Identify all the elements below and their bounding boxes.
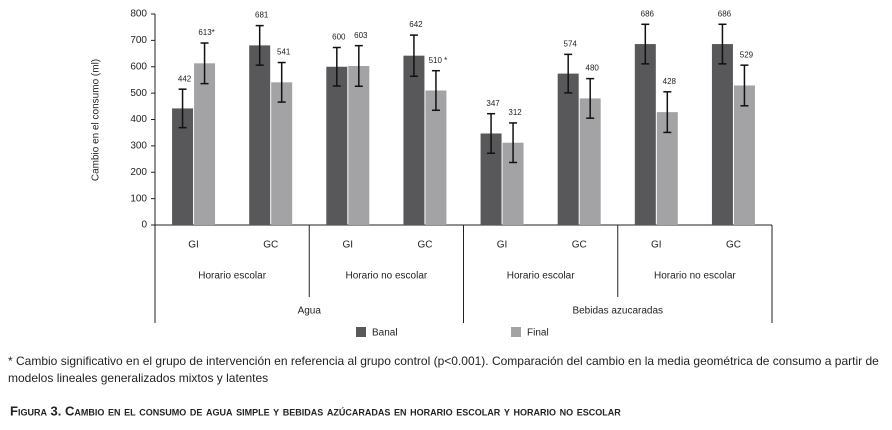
data-label: 603 bbox=[354, 31, 368, 40]
y-tick-label: 100 bbox=[130, 193, 147, 204]
data-label: 541 bbox=[277, 48, 291, 57]
bar bbox=[172, 108, 194, 225]
error-bar bbox=[663, 91, 672, 134]
y-tick-label: 0 bbox=[141, 220, 147, 231]
bar bbox=[579, 98, 601, 225]
y-tick-label: 400 bbox=[130, 114, 147, 125]
y-tick-label: 300 bbox=[130, 141, 147, 152]
x-tick-label: GI bbox=[188, 240, 199, 251]
x-group-label: Horario escolar bbox=[198, 271, 266, 282]
x-tick-label: GI bbox=[497, 240, 508, 251]
x-tick-label: GC bbox=[263, 240, 278, 251]
error-bar bbox=[178, 88, 187, 129]
error-bar bbox=[332, 46, 341, 87]
legend-swatch bbox=[511, 327, 521, 337]
bar bbox=[403, 55, 425, 225]
data-label: 510 * bbox=[429, 56, 448, 65]
bar bbox=[711, 44, 733, 225]
data-label: 312 bbox=[508, 108, 522, 117]
y-tick-label: 500 bbox=[130, 88, 147, 99]
data-label: 480 bbox=[586, 64, 600, 73]
y-axis-title: Cambio en el consumo (ml) bbox=[91, 59, 102, 181]
data-label: 428 bbox=[663, 77, 677, 86]
bar bbox=[271, 82, 293, 225]
error-bar bbox=[200, 42, 209, 85]
data-label: 686 bbox=[718, 9, 732, 18]
error-bar bbox=[718, 23, 727, 65]
x-tick-label: GI bbox=[651, 240, 662, 251]
x-supergroup-label: Bebidas azucaradas bbox=[572, 306, 663, 317]
x-supergroup-label: Agua bbox=[298, 306, 322, 317]
error-bar bbox=[431, 69, 440, 112]
bar bbox=[425, 90, 447, 225]
data-label: 529 bbox=[740, 50, 754, 59]
figure-caption: Figura 3. Cambio en el consumo de agua s… bbox=[10, 403, 621, 418]
x-tick-label: GI bbox=[343, 240, 354, 251]
x-tick-label: GC bbox=[726, 240, 741, 251]
data-label: 600 bbox=[332, 33, 346, 42]
legend-label: Final bbox=[527, 328, 549, 339]
footnote: * Cambio significativo en el grupo de in… bbox=[8, 354, 879, 385]
error-bar bbox=[740, 64, 749, 107]
data-label: 613* bbox=[198, 28, 214, 37]
bar bbox=[557, 73, 579, 225]
x-group-label: Horario escolar bbox=[507, 271, 575, 282]
bar bbox=[656, 112, 678, 225]
y-tick-label: 600 bbox=[130, 61, 147, 72]
bar bbox=[502, 142, 524, 225]
x-tick-label: GC bbox=[417, 240, 432, 251]
error-bar bbox=[487, 112, 496, 155]
y-tick-label: 800 bbox=[130, 9, 147, 20]
error-bar bbox=[354, 44, 363, 88]
x-group-label: Horario no escolar bbox=[654, 271, 736, 282]
data-label: 574 bbox=[564, 39, 578, 48]
error-bar bbox=[255, 24, 264, 66]
data-label: 642 bbox=[409, 20, 423, 29]
bar bbox=[733, 85, 755, 225]
bar bbox=[326, 66, 348, 225]
data-label: 442 bbox=[178, 74, 192, 83]
data-label: 347 bbox=[486, 99, 500, 108]
data-label: 681 bbox=[255, 11, 269, 20]
legend-swatch bbox=[356, 327, 366, 337]
error-bar bbox=[409, 34, 418, 77]
bar bbox=[194, 63, 216, 225]
error-bar bbox=[564, 53, 573, 94]
bar bbox=[634, 44, 656, 225]
y-tick-label: 700 bbox=[130, 35, 147, 46]
bar bbox=[249, 45, 271, 226]
error-bar bbox=[509, 122, 518, 164]
bar bbox=[480, 133, 502, 225]
error-bar bbox=[586, 77, 595, 119]
x-tick-label: GC bbox=[572, 240, 587, 251]
error-bar bbox=[277, 61, 286, 103]
x-group-label: Horario no escolar bbox=[346, 271, 428, 282]
data-label: 686 bbox=[641, 9, 655, 18]
error-bar bbox=[641, 23, 650, 65]
y-tick-label: 200 bbox=[130, 167, 147, 178]
bar bbox=[348, 65, 370, 226]
note-box: * Cambio significativo en el grupo de in… bbox=[8, 354, 879, 385]
legend-label: Banal bbox=[372, 328, 398, 339]
